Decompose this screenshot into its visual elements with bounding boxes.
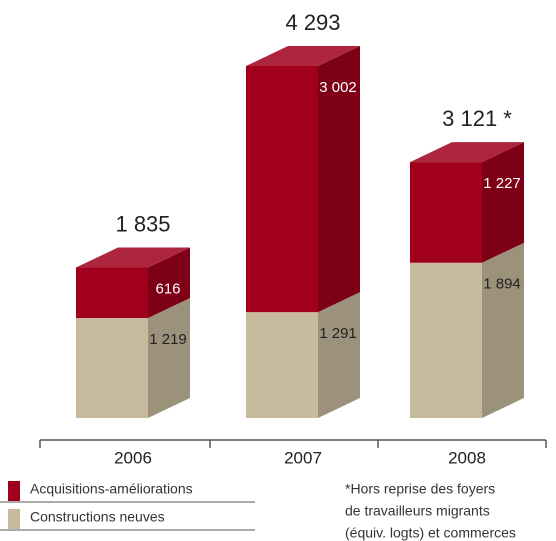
value-label: 1 227 — [483, 175, 521, 192]
x-tick-label: 2006 — [114, 448, 152, 467]
footnote: de travailleurs migrants — [345, 503, 490, 519]
x-tick-label: 2007 — [284, 448, 322, 467]
legend-swatch — [8, 509, 20, 529]
total-label: 1 835 — [115, 211, 170, 236]
bar-top — [246, 46, 360, 66]
value-label: 616 — [155, 281, 180, 298]
bar — [410, 162, 482, 263]
bar-side — [482, 242, 524, 418]
bar-top — [76, 247, 190, 268]
total-label: 3 121 * — [442, 106, 512, 131]
bar — [246, 312, 318, 418]
bar — [246, 66, 318, 313]
value-label: 3 002 — [319, 79, 357, 96]
value-label: 1 894 — [483, 276, 521, 293]
x-tick-label: 2008 — [448, 448, 486, 467]
bar-side — [318, 46, 360, 313]
bar — [76, 267, 148, 319]
bar — [76, 318, 148, 418]
legend-swatch — [8, 481, 20, 501]
bar-side — [148, 247, 190, 319]
bar-side — [318, 292, 360, 418]
total-label: 4 293 — [285, 10, 340, 35]
legend-label: Acquisitions-améliorations — [30, 481, 193, 497]
legend-label: Constructions neuves — [30, 509, 165, 525]
bar-side — [482, 142, 524, 263]
bar-side — [148, 298, 190, 418]
value-label: 1 291 — [319, 325, 357, 342]
footnote: (équiv. logts) et commerces — [345, 525, 516, 541]
footnote: *Hors reprise des foyers — [345, 481, 495, 497]
value-label: 1 219 — [149, 331, 187, 348]
bar — [410, 262, 482, 418]
bar-top — [410, 142, 524, 163]
